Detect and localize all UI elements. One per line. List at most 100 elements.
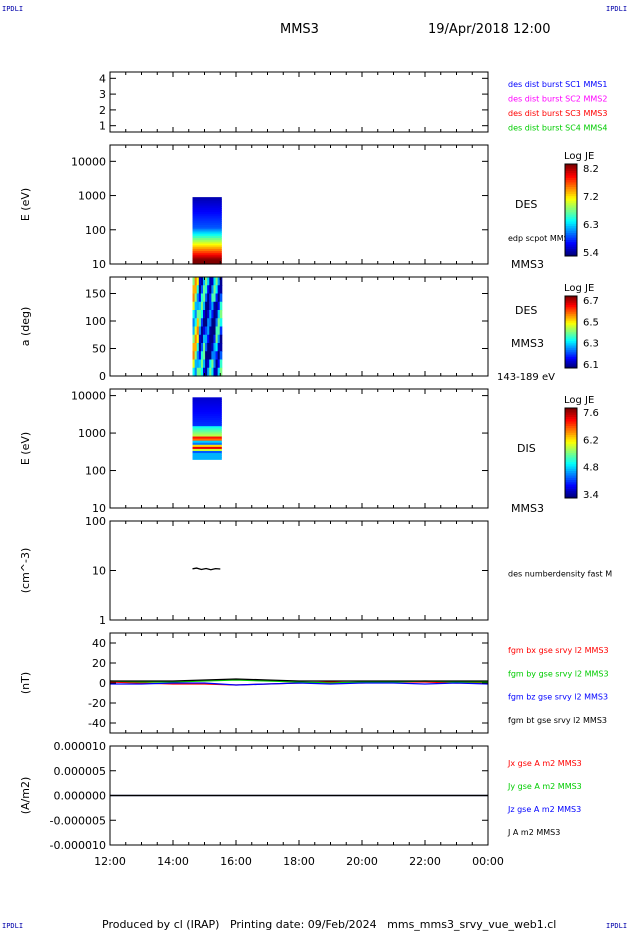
des-pitch-angle-cell (217, 318, 221, 328)
panel6-legend: fgm bz gse srvy l2 MMS3 (508, 693, 608, 702)
des-energy-spectrogram-cell (192, 260, 222, 263)
des-energy-spectrogram-cell (192, 223, 222, 226)
des-energy-spectrogram-cell (192, 254, 222, 258)
panel4-colorbar-cell (565, 473, 577, 476)
des-pitch-angle-cell (200, 293, 204, 303)
panel2-colorbar-cell (565, 184, 577, 188)
des-pitch-angle-cell (198, 285, 202, 295)
panel6-legend: fgm bx gse srvy l2 MMS3 (508, 646, 609, 655)
panel4-colorbar-title: Log JE (564, 395, 594, 406)
panel4-colorbar-cell (565, 468, 577, 472)
des-pitch-angle-cell (211, 293, 214, 303)
legend-3: des dist burst SC3 MMS3 (508, 109, 607, 118)
des-pitch-angle-cell (196, 334, 200, 344)
panel3-ytick-label: 0 (99, 370, 106, 383)
dis-energy-spectrogram-cell (192, 455, 222, 458)
legend-2: des dist burst SC2 MMS2 (508, 95, 607, 104)
dis-energy-spectrogram-cell (192, 403, 222, 407)
des-pitch-angle-cell (219, 351, 223, 361)
panel4-colorbar-cell (565, 439, 577, 443)
panel4-colorbar-cell (565, 471, 577, 474)
panel3-colorbar-cell (565, 357, 577, 360)
des-pitch-angle-cell (196, 293, 200, 303)
panel2-ytick-label: 10 (92, 258, 106, 271)
des-pitch-angle-cell (205, 318, 208, 328)
des-pitch-angle-cell (192, 359, 196, 369)
des-pitch-angle-cell (205, 351, 208, 361)
panel4-colorbar-cell (565, 491, 577, 494)
panel4-colorbar-cell (565, 482, 577, 485)
legend-1: des dist burst SC1 MMS1 (508, 80, 607, 89)
time-tick-label: 00:00 (472, 855, 504, 868)
panel2-colorbar-cell (565, 237, 577, 241)
panel3-colorbar-tick: 6.5 (583, 317, 599, 328)
panel2-ylabel: E (eV) (19, 188, 32, 221)
dis-energy-spectrogram-cell (192, 453, 222, 456)
panel2-colorbar-cell (565, 173, 577, 176)
panel3-colorbar-cell (565, 326, 577, 329)
des-pitch-angle-cell (217, 301, 221, 311)
des-energy-spectrogram-cell (192, 215, 222, 219)
des-pitch-angle-cell (192, 326, 196, 336)
des-pitch-angle-cell (200, 359, 204, 369)
des-energy-spectrogram-cell (192, 217, 222, 221)
panel3-colorbar-cell (565, 324, 577, 328)
panel2-colorbar-cell (565, 193, 577, 197)
des-energy-spectrogram-cell (192, 245, 222, 248)
panel3-colorbar-cell (565, 333, 577, 337)
panel5-series-line (192, 567, 221, 571)
panel2-colorbar-frame (564, 163, 578, 257)
des-pitch-angle-cell (198, 359, 202, 369)
dis-energy-spectrogram-cell (192, 424, 222, 427)
panel3-colorbar-cell (565, 348, 577, 351)
des-pitch-angle-cell (205, 334, 208, 344)
des-pitch-angle-cell (215, 310, 219, 319)
panel3-colorbar-cell (565, 364, 577, 367)
panel2-colorbar-cell (565, 175, 577, 179)
des-pitch-angle-cell (192, 318, 196, 328)
panel4-ytick-label: 1000 (78, 427, 106, 440)
panel3-colorbar-cell (565, 315, 577, 319)
panel2-colorbar-cell (565, 205, 577, 209)
des-pitch-angle-cell (200, 343, 204, 352)
panel2-colorbar-cell (565, 189, 577, 193)
des-pitch-angle-cell (198, 277, 202, 286)
panel2-colorbar-cell (565, 210, 577, 213)
des-pitch-angle-cell (217, 359, 221, 369)
des-pitch-angle-cell (211, 359, 214, 369)
des-pitch-angle-cell (205, 285, 208, 295)
panel4-frame (109, 388, 489, 509)
des-pitch-angle-cell (205, 310, 208, 319)
panel2-colorbar-cell (565, 164, 577, 167)
des-energy-spectrogram-cell (192, 210, 222, 213)
panel3-colorbar-cell (565, 306, 577, 310)
panel3-colorbar-cell (565, 301, 577, 304)
des-pitch-angle-cell (207, 351, 210, 361)
des-pitch-angle-cell (192, 343, 196, 352)
des-pitch-angle-cell (200, 277, 204, 286)
des-pitch-angle-cell (196, 301, 200, 311)
des-pitch-angle-cell (196, 359, 200, 369)
time-tick-label: 22:00 (409, 855, 441, 868)
panel2-colorbar-cell (565, 249, 577, 252)
panel4-colorbar-cell (565, 484, 577, 488)
dis-energy-spectrogram-cell (192, 420, 222, 423)
dis-energy-spectrogram-cell (192, 432, 222, 436)
des-pitch-angle-cell (219, 367, 223, 377)
dis-energy-spectrogram-cell (192, 405, 222, 409)
des-pitch-angle-cell (207, 359, 210, 369)
corner-label-bottom-left: IPDLI (2, 922, 24, 930)
panel2-colorbar-cell (565, 233, 577, 236)
des-energy-spectrogram-cell (192, 224, 222, 228)
panel2-ytick-label: 1000 (78, 190, 106, 203)
des-pitch-angle-cell (213, 318, 217, 328)
panel7-ytick-label: -0.000005 (50, 814, 106, 827)
des-pitch-angle-cell (219, 277, 223, 286)
des-pitch-angle-cell (217, 326, 221, 336)
panel4-colorbar-cell (565, 410, 577, 413)
des-energy-spectrogram-cell (192, 258, 222, 261)
des-pitch-angle-cell (215, 293, 219, 303)
panel3-colorbar-title: Log JE (564, 283, 594, 294)
panel7-legend: Jy gse A m2 MMS3 (507, 782, 582, 791)
panel6-ytick-label: -40 (88, 717, 106, 730)
